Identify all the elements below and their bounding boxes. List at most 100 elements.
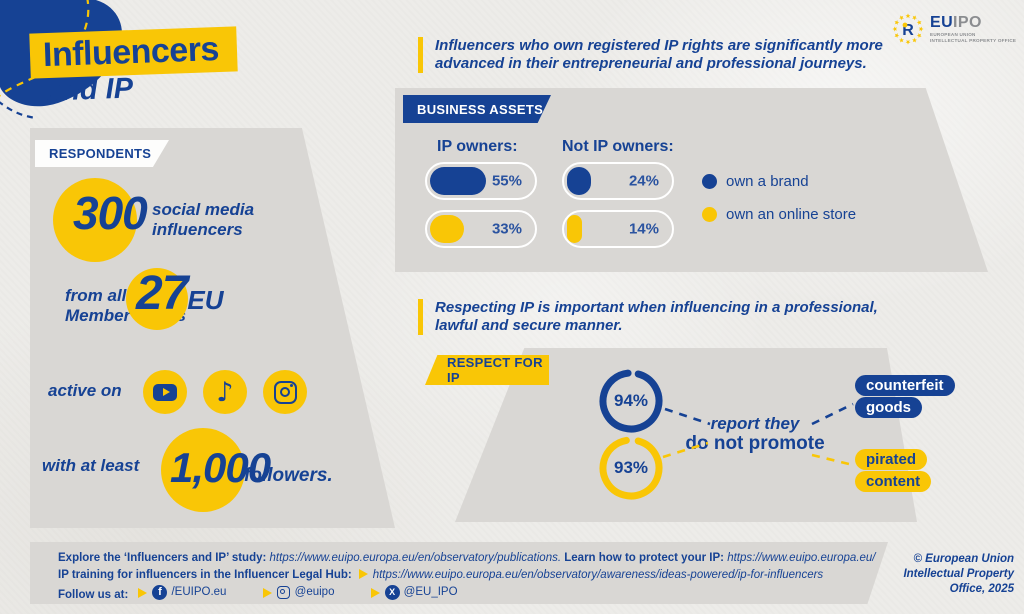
with-at-least-label: with at least bbox=[42, 456, 140, 475]
tag-counterfeit: counterfeit bbox=[855, 375, 955, 396]
respondents-banner: RESPONDENTS bbox=[35, 140, 169, 167]
footer-training-url[interactable]: https://www.euipo.europa.eu/en/observato… bbox=[372, 569, 824, 581]
play-triangle-icon bbox=[370, 588, 380, 598]
bar-ip-owners-brand: 55% bbox=[425, 162, 537, 200]
circle-1000 bbox=[161, 428, 245, 512]
donut-93: 93% bbox=[595, 432, 667, 504]
respondents-content: RESPONDENTS 300 social media influencers… bbox=[30, 128, 395, 528]
donut-94-value: 94% bbox=[613, 391, 649, 410]
bar-not-ip-owners-store: 14% bbox=[562, 210, 674, 248]
eu-suffix: EU bbox=[187, 285, 224, 315]
legend-own-a-brand: own a brand bbox=[702, 173, 809, 190]
footer-content: Explore the ‘Influencers and IP’ study: … bbox=[30, 542, 888, 604]
respect-banner: RESPECT FOR IP bbox=[425, 355, 549, 385]
tiktok-icon: ♪ bbox=[203, 370, 247, 414]
circle-27 bbox=[126, 268, 188, 330]
instagram-icon bbox=[276, 586, 290, 599]
respondents-count: 300 bbox=[73, 187, 148, 239]
footer-line-2: IP training for influencers in the Influ… bbox=[58, 567, 888, 584]
social-instagram[interactable]: @euipo bbox=[256, 584, 335, 601]
footer-training-label: IP training for influencers in the Influ… bbox=[58, 569, 352, 581]
x-icon: X bbox=[384, 585, 400, 600]
followers-suffix: followers. bbox=[244, 465, 333, 486]
from-line1: from all bbox=[65, 286, 127, 305]
respect-banner-label: RESPECT FOR IP bbox=[447, 355, 543, 385]
report-they-label: report they bbox=[710, 414, 800, 433]
legend-dot-yellow bbox=[702, 207, 717, 222]
bar-fill bbox=[567, 215, 582, 243]
euipo-stars-icon: R bbox=[892, 13, 924, 45]
respect-center-text: report they do not promote bbox=[650, 414, 860, 454]
bar-value: 14% bbox=[628, 220, 659, 238]
social-facebook[interactable]: f/EUIPO.eu bbox=[131, 584, 226, 601]
footer-protect-label: Learn how to protect your IP: bbox=[564, 552, 724, 564]
bar-not-ip-owners-brand: 24% bbox=[562, 162, 674, 200]
social-x[interactable]: X @EU_IPO bbox=[364, 584, 458, 601]
instagram-icon bbox=[263, 370, 307, 414]
youtube-icon bbox=[143, 370, 187, 414]
play-triangle-icon bbox=[262, 588, 272, 598]
legend-own-online-store: own an online store bbox=[702, 206, 856, 223]
instagram-camera-icon bbox=[273, 380, 297, 404]
bar-value: 24% bbox=[628, 172, 659, 190]
facebook-handle[interactable]: /EUIPO.eu bbox=[171, 586, 227, 598]
footer-protect-url[interactable]: https://www.euipo.europa.eu/ bbox=[727, 552, 876, 564]
x-handle[interactable]: @EU_IPO bbox=[403, 586, 458, 598]
logo-eu: EU bbox=[930, 13, 954, 31]
facebook-icon: f bbox=[152, 585, 168, 600]
bar-fill bbox=[430, 167, 487, 195]
headline-respect-line1: Respecting IP is important when influenc… bbox=[435, 299, 878, 316]
eu-27-group: 27EU bbox=[136, 266, 224, 321]
donut-94: 94% bbox=[595, 365, 667, 437]
respondents-count-label: social media influencers bbox=[152, 200, 254, 240]
logo-subline-2: INTELLECTUAL PROPERTY OFFICE bbox=[930, 37, 1017, 43]
tag-content: content bbox=[855, 471, 932, 492]
headline-business-line1: Influencers who own registered IP rights… bbox=[435, 37, 883, 54]
headline-business-line2: advanced in their entrepreneurial and pr… bbox=[435, 55, 867, 72]
respondents-banner-label: RESPONDENTS bbox=[49, 146, 152, 161]
euipo-logo-text: EUIPO EUROPEAN UNION INTELLECTUAL PROPER… bbox=[930, 13, 1017, 44]
followers-number: 1,000 bbox=[170, 444, 271, 491]
respect-content: RESPECT FOR IP 94% 93% report they do no… bbox=[425, 348, 955, 522]
business-assets-content: BUSINESS ASSETS IP owners: Not IP owners… bbox=[395, 88, 988, 272]
title-banner: Influencers bbox=[29, 26, 238, 79]
bar-value: 55% bbox=[491, 172, 522, 190]
copyright-notice: © European Union Intellectual Property O… bbox=[880, 552, 1014, 597]
headline-respect: Respecting IP is important when influenc… bbox=[418, 299, 878, 335]
footer-study-label: Explore the ‘Influencers and IP’ study: bbox=[58, 552, 267, 564]
count-label-line2: influencers bbox=[152, 220, 243, 239]
logo-subline-1: EUROPEAN UNION bbox=[930, 31, 976, 37]
copyright-line1: © European Union bbox=[913, 553, 1014, 565]
page-title-sub: and IP bbox=[45, 72, 134, 108]
follow-us-label: Follow us at: bbox=[58, 589, 129, 601]
not-ip-owners-label: Not IP owners: bbox=[562, 138, 674, 155]
footer-panel bbox=[30, 542, 888, 604]
do-not-promote-label: do not promote bbox=[685, 433, 825, 454]
footer-study-url[interactable]: https://www.euipo.europa.eu/en/observato… bbox=[269, 552, 562, 564]
tag-goods: goods bbox=[855, 397, 922, 418]
footer-line-1: Explore the ‘Influencers and IP’ study: … bbox=[58, 550, 888, 567]
euipo-logo: R EUIPO EUROPEAN UNION INTELLECTUAL PROP… bbox=[891, 12, 1016, 46]
instagram-handle[interactable]: @euipo bbox=[294, 586, 335, 598]
legend-label: own a brand bbox=[726, 173, 809, 190]
legend-label: own an online store bbox=[726, 206, 857, 223]
bar-value: 33% bbox=[491, 220, 522, 238]
bar-fill bbox=[430, 215, 464, 243]
page-title: Influencers bbox=[42, 30, 220, 75]
bar-ip-owners-store: 33% bbox=[425, 210, 537, 248]
count-label-line1: social media bbox=[152, 200, 255, 219]
youtube-play-icon bbox=[153, 383, 177, 401]
headline-respect-line2: lawful and secure manner. bbox=[435, 317, 623, 334]
donut-93-value: 93% bbox=[613, 458, 649, 477]
copyright-line3: Office, 2025 bbox=[949, 583, 1014, 595]
business-assets-banner: BUSINESS ASSETS bbox=[403, 95, 551, 123]
circle-300 bbox=[53, 178, 137, 262]
copyright-line2: Intellectual Property bbox=[903, 568, 1014, 580]
legend-dot-blue bbox=[702, 174, 717, 189]
ip-owners-label: IP owners: bbox=[437, 138, 518, 155]
active-on-label: active on bbox=[48, 381, 122, 400]
business-assets-banner-label: BUSINESS ASSETS bbox=[417, 101, 544, 117]
eu-number: 27 bbox=[136, 267, 188, 320]
tag-pirated: pirated bbox=[855, 449, 928, 470]
